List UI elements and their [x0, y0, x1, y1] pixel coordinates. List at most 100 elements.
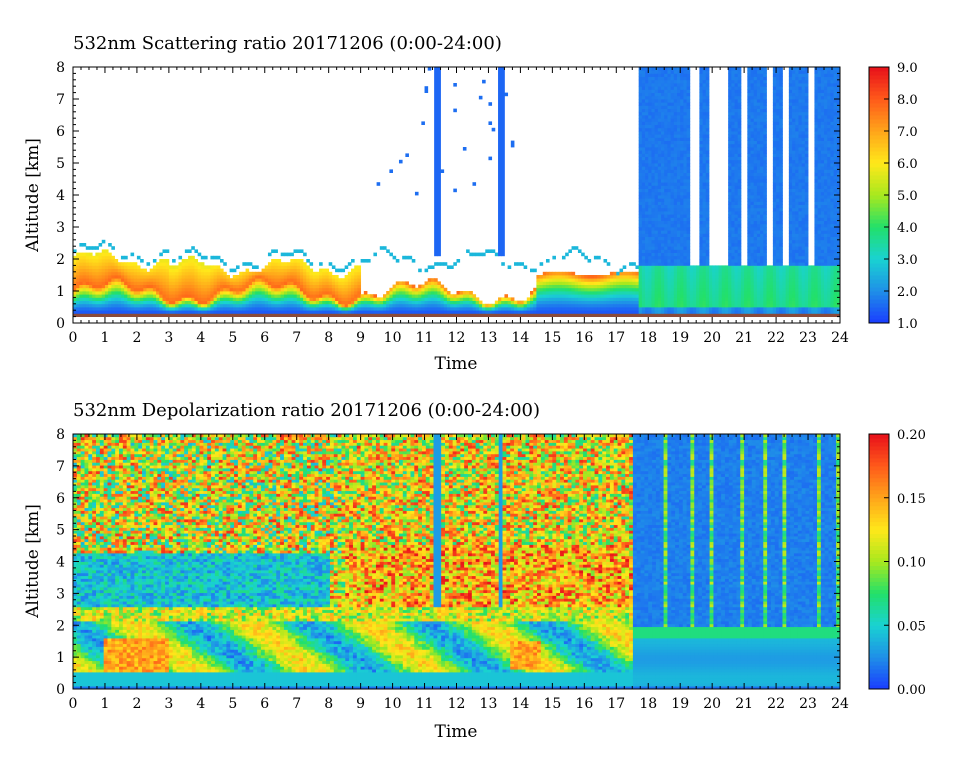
- heatmap-cell: [290, 278, 294, 282]
- heatmap-cell: [747, 255, 751, 260]
- heatmap-cell: [756, 76, 761, 81]
- heatmap-cell: [367, 303, 371, 308]
- heatmap-cell: [558, 291, 563, 295]
- heatmap-cell: [613, 300, 617, 305]
- heatmap-cell: [207, 268, 211, 273]
- heatmap-cell: [747, 230, 751, 234]
- heatmap-cell: [702, 278, 707, 282]
- heatmap-cell: [216, 268, 221, 273]
- heatmap-cell: [117, 310, 122, 314]
- heatmap-cell: [677, 217, 681, 221]
- heatmap-cell: [648, 259, 652, 266]
- heatmap-cell: [648, 169, 652, 173]
- heatmap-cell: [648, 204, 652, 209]
- heatmap-cell: [731, 239, 735, 244]
- heatmap-cell: [641, 207, 646, 212]
- heatmap-cell: [446, 300, 451, 305]
- heatmap-cell: [267, 275, 272, 279]
- heatmap-cell: [274, 303, 278, 308]
- heatmap-cell: [670, 172, 675, 177]
- heatmap-cell: [705, 265, 710, 269]
- heatmap-cell: [558, 278, 563, 282]
- heatmap-cell: [769, 284, 774, 289]
- heatmap-cell: [641, 214, 646, 218]
- heatmap-cell: [162, 297, 167, 301]
- heatmap-cell: [172, 300, 176, 305]
- heatmap-cell: [424, 300, 429, 305]
- heatmap-cell: [248, 294, 253, 298]
- heatmap-cell: [287, 281, 291, 285]
- heatmap-cell: [737, 118, 742, 122]
- heatmap-cell: [708, 275, 713, 279]
- heatmap-cell: [680, 99, 684, 103]
- heatmap-cell: [638, 268, 643, 273]
- heatmap-cell: [747, 236, 751, 241]
- heatmap-cell: [625, 303, 630, 308]
- heatmap-cell: [533, 313, 537, 317]
- heatmap-cell: [405, 153, 409, 157]
- heatmap-cell: [127, 313, 131, 317]
- heatmap-cell: [673, 166, 678, 170]
- heatmap-cell: [303, 303, 307, 308]
- heatmap-cell: [638, 191, 643, 196]
- heatmap-cell: [651, 249, 656, 253]
- heatmap-cell: [654, 143, 659, 148]
- heatmap-cell: [188, 249, 192, 253]
- heatmap-cell: [204, 287, 208, 292]
- heatmap-cell: [686, 175, 691, 180]
- heatmap-cell: [654, 127, 659, 132]
- heatmap-cell: [667, 92, 672, 97]
- heatmap-cell: [728, 198, 732, 202]
- heatmap-cell: [667, 163, 672, 170]
- heatmap-cell: [117, 307, 122, 311]
- heatmap-cell: [283, 271, 288, 276]
- heatmap-cell: [411, 294, 416, 298]
- heatmap-cell: [651, 204, 656, 209]
- heatmap-cell: [95, 287, 99, 292]
- heatmap-cell: [574, 246, 579, 250]
- heatmap-cell: [670, 239, 675, 244]
- heatmap-cell: [651, 230, 656, 234]
- heatmap-cell: [558, 310, 563, 314]
- heatmap-cell: [414, 191, 419, 196]
- heatmap-cell: [766, 291, 771, 295]
- heatmap-cell: [728, 281, 732, 285]
- heatmap-cell: [590, 291, 595, 295]
- heatmap-cell: [120, 262, 125, 266]
- heatmap-cell: [661, 198, 665, 202]
- heatmap-cell: [734, 89, 739, 93]
- heatmap-cell: [536, 310, 540, 314]
- heatmap-cell: [705, 105, 710, 109]
- heatmap-cell: [587, 307, 592, 311]
- heatmap-cell: [568, 307, 572, 311]
- heatmap-cell: [705, 191, 710, 196]
- heatmap-cell: [670, 108, 675, 113]
- heatmap-cell: [280, 294, 285, 298]
- heatmap-cell: [437, 287, 441, 292]
- heatmap-cell: [772, 204, 777, 209]
- heatmap-cell: [705, 230, 710, 234]
- heatmap-cell: [223, 313, 227, 317]
- heatmap-cell: [638, 255, 643, 260]
- heatmap-cell: [645, 118, 649, 122]
- heatmap-cell: [197, 275, 202, 279]
- heatmap-cell: [181, 303, 186, 308]
- heatmap-cell: [168, 275, 173, 279]
- heatmap-cell: [264, 278, 269, 282]
- heatmap-cell: [258, 297, 262, 301]
- heatmap-cell: [312, 313, 317, 317]
- heatmap-cell: [654, 163, 659, 167]
- heatmap-cell: [645, 284, 649, 289]
- heatmap-cell: [367, 294, 371, 298]
- heatmap-cell: [319, 262, 323, 266]
- heatmap-cell: [79, 303, 83, 308]
- heatmap-cell: [705, 303, 710, 308]
- heatmap-cell: [220, 303, 224, 308]
- heatmap-cell: [734, 175, 739, 180]
- heatmap-cell: [737, 310, 742, 314]
- heatmap-cell: [552, 297, 556, 301]
- heatmap-cell: [341, 268, 346, 273]
- heatmap-cell: [702, 102, 707, 106]
- heatmap-cell: [619, 271, 624, 276]
- heatmap-cell: [718, 268, 723, 273]
